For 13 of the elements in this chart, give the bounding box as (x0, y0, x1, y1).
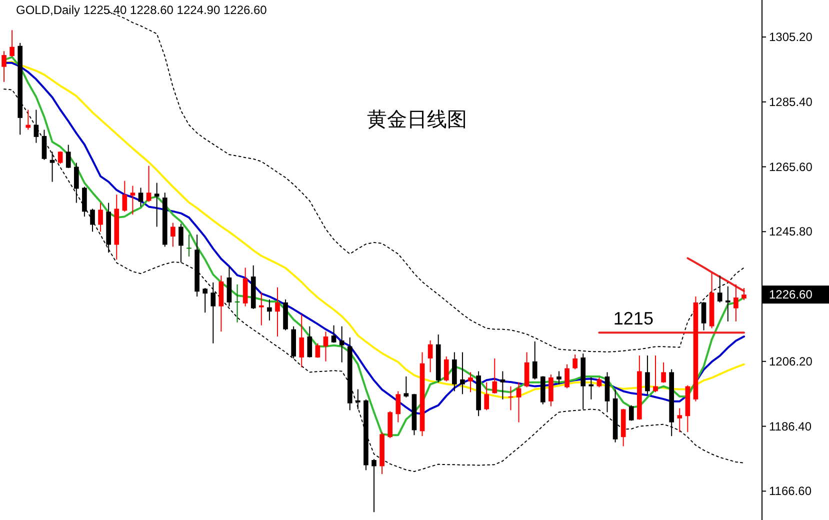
y-tick-label: 1285.40 (769, 94, 813, 109)
chart-title: GOLD,Daily 1225.40 1228.60 1224.90 1226.60 (16, 3, 268, 17)
y-tick-label: 1265.60 (769, 160, 813, 174)
annotation: 1215 (613, 308, 654, 329)
text: 1226.60 (769, 288, 813, 302)
y-tick-label: 1245.80 (769, 224, 813, 239)
y-tick-label: 1305.20 (769, 30, 813, 44)
y-tick-label: 1206.20 (769, 354, 813, 368)
y-tick-label: 1166.60 (769, 484, 812, 498)
line-series (4, 88, 744, 472)
line-series (686, 257, 745, 292)
text: 黄金日线图 (366, 109, 467, 131)
y-tick-label: 1186.40 (769, 419, 812, 434)
